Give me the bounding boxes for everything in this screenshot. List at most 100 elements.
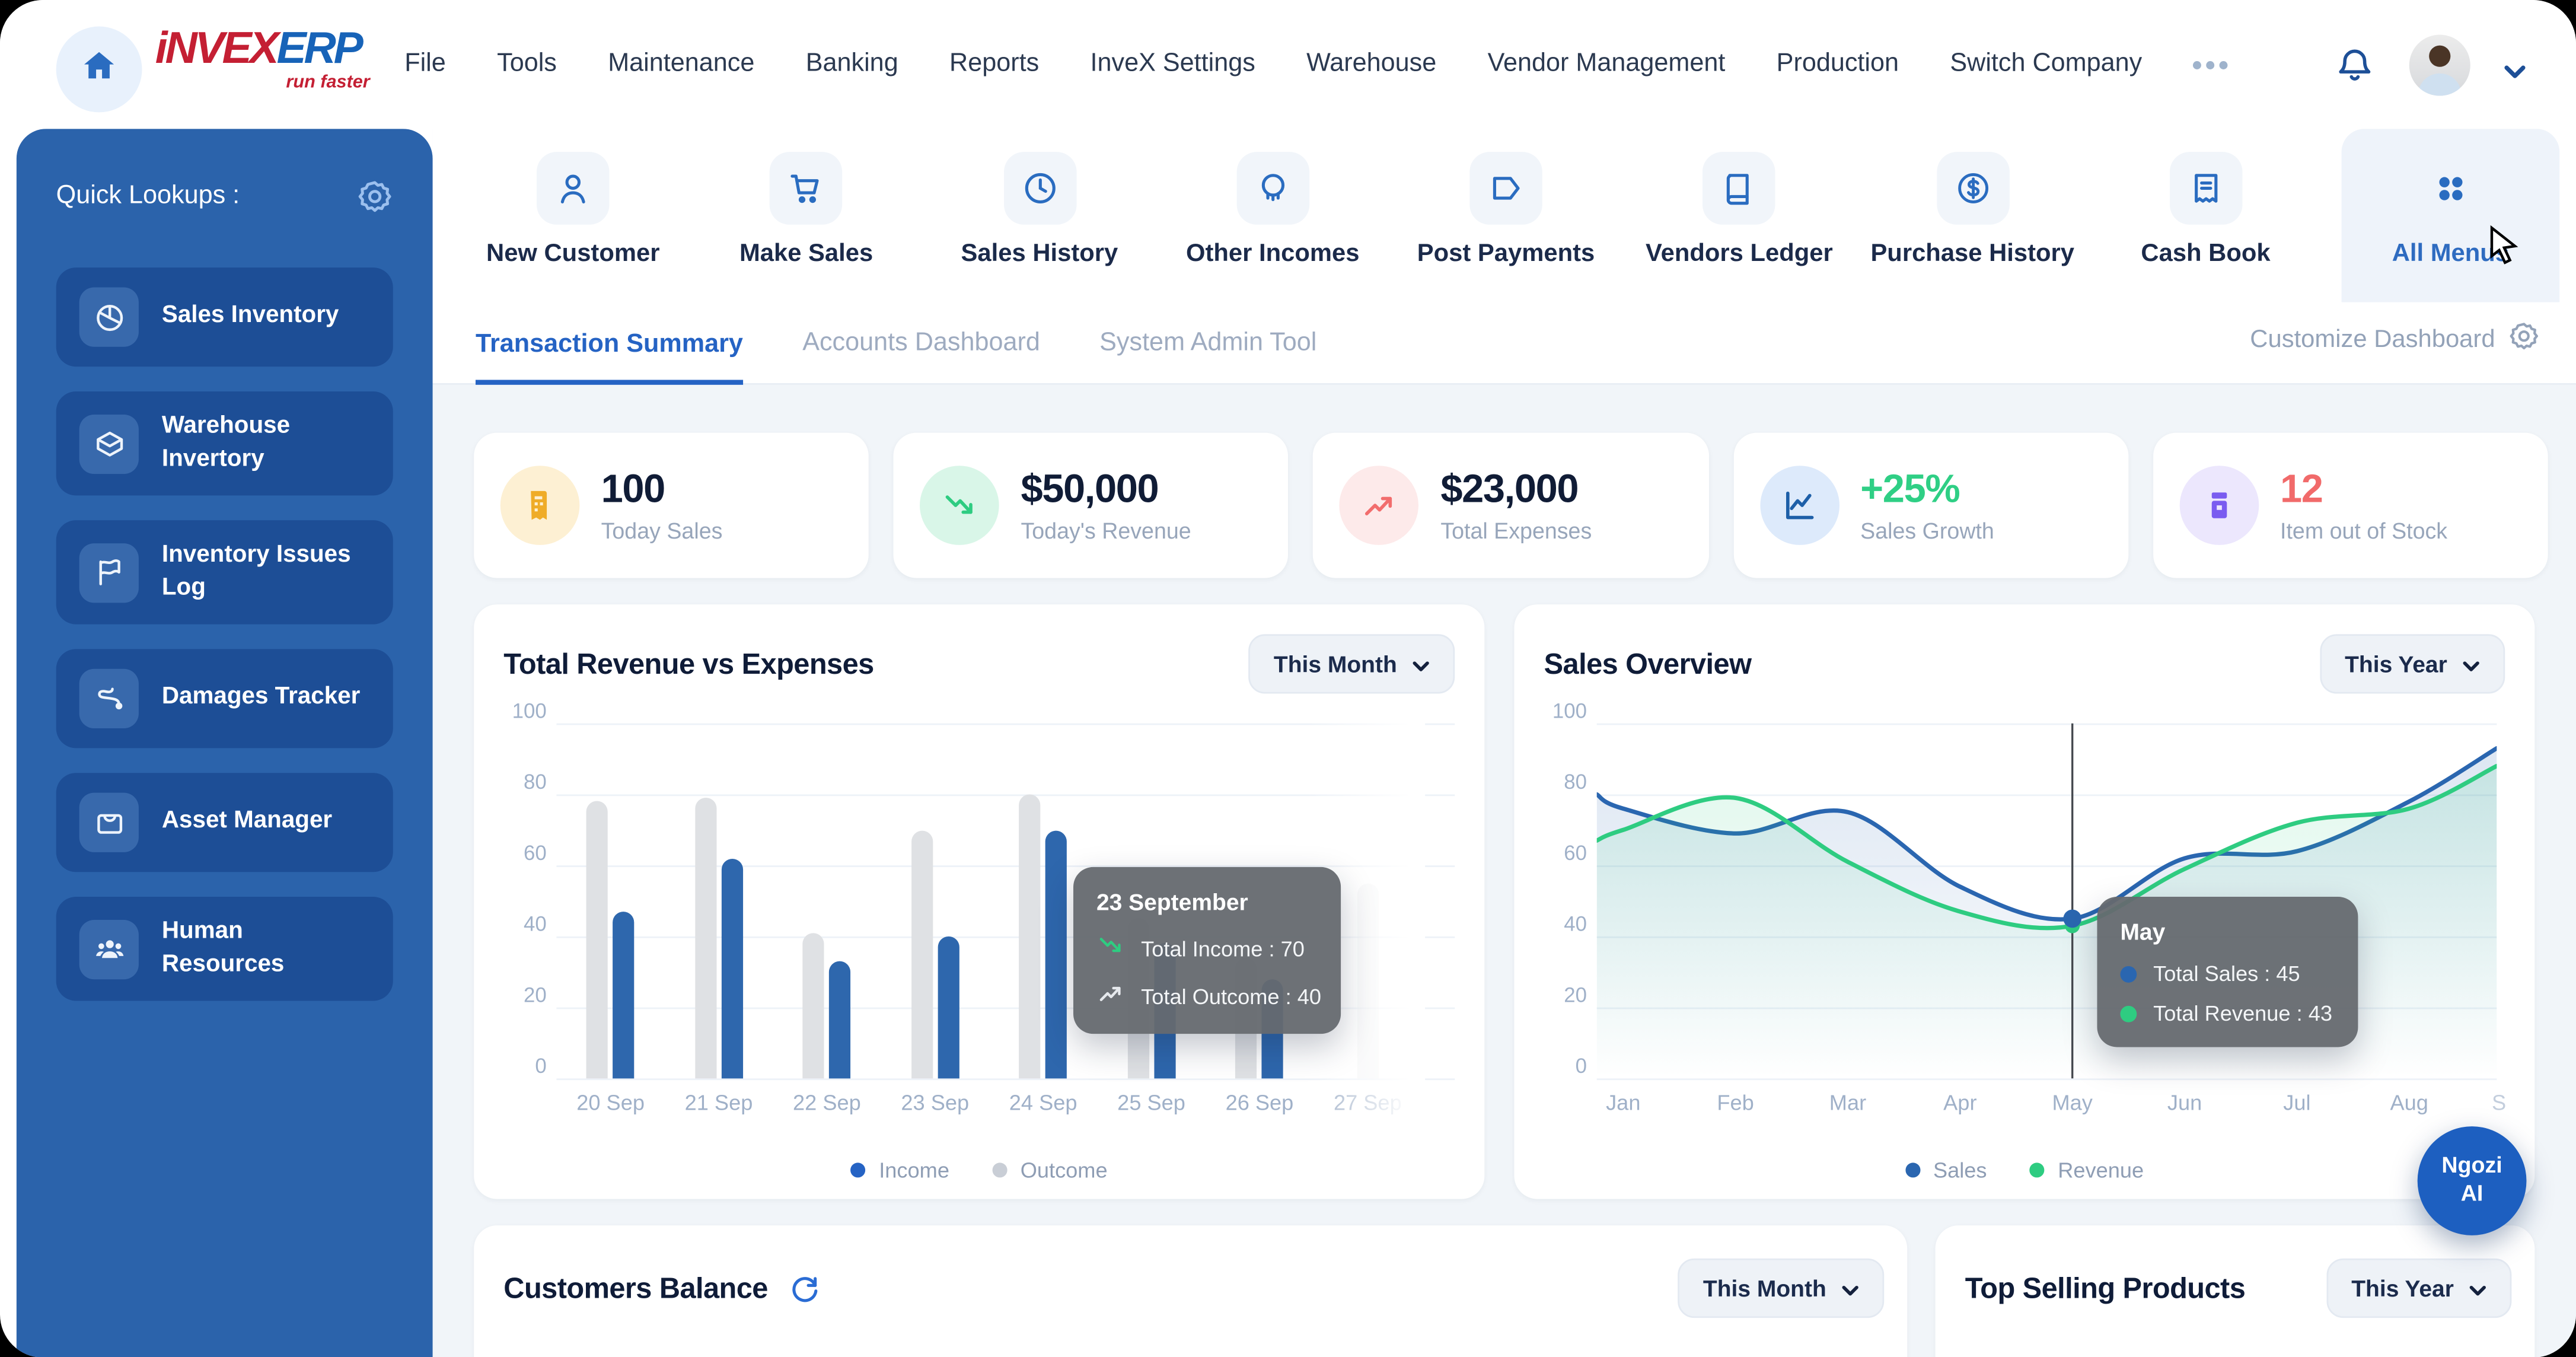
quick-action-all-menus[interactable]: All Menus xyxy=(2341,129,2560,334)
bar-chart-tooltip: 23 September Total Income : 70 Total Outc… xyxy=(1073,867,1341,1034)
gridline xyxy=(1596,1078,2497,1081)
quick-action-purchase-history[interactable]: Purchase History xyxy=(1870,129,2074,302)
x-axis-label: Mar xyxy=(1829,1090,1867,1115)
home-button[interactable] xyxy=(56,26,142,113)
top-products-title: Top Selling Products xyxy=(1965,1270,2246,1304)
customers-balance-card: Customers Balance This Month xyxy=(474,1225,1908,1357)
sales-range-select[interactable]: This Year xyxy=(2320,634,2505,694)
legend-item-income: Income xyxy=(850,1158,949,1183)
sidebar-item-human-resources[interactable]: Human Resources xyxy=(56,897,393,1002)
outcome-bar xyxy=(1019,794,1041,1079)
menu-item-maintenance[interactable]: Maintenance xyxy=(608,49,755,78)
quick-action-cash-book[interactable]: Cash Book xyxy=(2108,129,2303,302)
menu-overflow-ellipsis-icon[interactable] xyxy=(2193,60,2229,69)
gridline xyxy=(556,936,1455,938)
ngozi-ai-button[interactable]: Ngozi AI xyxy=(2417,1126,2527,1235)
sidebar-item-asset-manager[interactable]: Asset Manager xyxy=(56,773,393,872)
quick-action-make-sales[interactable]: Make Sales xyxy=(709,129,904,302)
y-axis-tick: 40 xyxy=(1564,913,1587,936)
quick-action-new-customer[interactable]: New Customer xyxy=(476,129,671,302)
tab-system-admin-tool[interactable]: System Admin Tool xyxy=(1099,329,1317,357)
customers-range-select[interactable]: This Month xyxy=(1678,1258,1885,1318)
stat-label: Sales Growth xyxy=(1860,518,1994,544)
y-axis-tick: 80 xyxy=(1564,770,1587,794)
quick-action-sales-history[interactable]: Sales History xyxy=(942,129,1137,302)
sales-overview-card: Sales Overview This Year 100 80 60 40 20 0 Ja… xyxy=(1514,604,2535,1199)
gridline xyxy=(1596,794,2497,797)
legend-label: Sales xyxy=(1933,1158,1987,1183)
stat-value: $23,000 xyxy=(1440,467,1579,512)
route-icon xyxy=(79,669,139,729)
sidebar-item-warehouse-invertory[interactable]: Warehouse Invertory xyxy=(56,391,393,496)
bar-chart-plot[interactable]: 20 Sep 21 Sep 22 Sep 23 Sep 24 Sep 25 Sep 26 S… xyxy=(556,706,1426,1136)
trend-up-icon xyxy=(1096,979,1124,1012)
sidebar-item-damages-tracker[interactable]: Damages Tracker xyxy=(56,649,393,749)
notifications-bell-icon[interactable] xyxy=(2335,44,2374,84)
tray-icon xyxy=(79,793,139,853)
menu-item-switch-company[interactable]: Switch Company xyxy=(1950,49,2143,78)
revenue-range-value: This Month xyxy=(1273,651,1397,677)
menu-item-production[interactable]: Production xyxy=(1776,49,1899,78)
x-axis-label: 21 Sep xyxy=(684,1090,753,1115)
line-chart-plot[interactable] xyxy=(1596,723,2497,1079)
menu-item-reports[interactable]: Reports xyxy=(949,49,1040,78)
stat-label: Today Sales xyxy=(601,518,723,544)
menu-item-vendor-management[interactable]: Vendor Management xyxy=(1487,49,1726,78)
user-avatar[interactable] xyxy=(2409,34,2470,96)
main-menu: File Tools Maintenance Banking Reports InveX … xyxy=(404,0,2229,129)
stat-card-sales-growth: +25% Sales Growth xyxy=(1733,432,2128,578)
menu-item-banking[interactable]: Banking xyxy=(805,49,898,78)
bar-group-21-sep[interactable] xyxy=(665,724,773,1079)
book-icon xyxy=(1703,152,1776,225)
x-axis-label: May xyxy=(2052,1090,2093,1115)
series-dot xyxy=(2120,1005,2137,1022)
x-axis-label: 27 Sep xyxy=(1333,1090,1402,1115)
refresh-icon[interactable] xyxy=(788,1272,821,1305)
products-range-value: This Year xyxy=(2351,1275,2454,1302)
sales-marker-dot xyxy=(2063,909,2082,928)
stat-value: +25% xyxy=(1860,467,1960,512)
tab-transaction-summary[interactable]: Transaction Summary xyxy=(475,330,743,385)
revenue-range-select[interactable]: This Month xyxy=(1249,634,1455,694)
quick-action-other-incomes[interactable]: Other Incomes xyxy=(1175,129,1370,302)
customers-range-value: This Month xyxy=(1703,1275,1826,1302)
sidebar-gear-icon[interactable] xyxy=(356,179,393,215)
menu-item-tools[interactable]: Tools xyxy=(497,49,557,78)
quick-action-label: Purchase History xyxy=(1870,239,2075,268)
menu-item-invex-settings[interactable]: InveX Settings xyxy=(1090,49,1255,78)
gridline xyxy=(556,794,1455,797)
sidebar-item-inventory-issues-log[interactable]: Inventory Issues Log xyxy=(56,520,393,625)
bar-group-24-sep[interactable] xyxy=(989,724,1097,1079)
stat-card-today-sales: 100 Today Sales xyxy=(474,432,869,578)
legend-label: Income xyxy=(879,1158,949,1183)
menu-item-warehouse[interactable]: Warehouse xyxy=(1306,49,1437,78)
y-axis-tick: 20 xyxy=(523,983,547,1007)
people-icon xyxy=(79,919,139,979)
revenue-line xyxy=(1596,763,2497,931)
tab-accounts-dashboard[interactable]: Accounts Dashboard xyxy=(802,329,1040,357)
quick-action-post-payments[interactable]: Post Payments xyxy=(1408,129,1603,302)
logo-tagline: run faster xyxy=(286,72,370,93)
sales-chart-title: Sales Overview xyxy=(1544,646,1752,680)
tooltip-title: 23 September xyxy=(1096,888,1248,915)
dollar-icon xyxy=(1936,152,2009,225)
tooltip-text: Total Sales : 45 xyxy=(2153,961,2300,986)
income-bar xyxy=(721,858,743,1079)
customize-gear-icon xyxy=(2508,320,2540,358)
bar-group-23-sep[interactable] xyxy=(881,724,989,1079)
quick-action-vendors-ledger[interactable]: Vendors Ledger xyxy=(1642,129,1837,302)
stat-cards-row: 100 Today Sales $50,000 Today's Revenue $23,… xyxy=(474,432,2548,578)
assistant-label-line1: Ngozi xyxy=(2441,1153,2502,1178)
series-dot xyxy=(2120,965,2137,982)
bar-group-22-sep[interactable] xyxy=(773,724,881,1079)
mouse-cursor xyxy=(2490,225,2518,265)
sidebar-item-sales-inventory[interactable]: Sales Inventory xyxy=(56,267,393,367)
sidebar-title: Quick Lookups : xyxy=(56,181,240,210)
bar-group-20-sep[interactable] xyxy=(556,724,664,1079)
menu-item-file[interactable]: File xyxy=(404,49,446,78)
gridline xyxy=(556,865,1455,867)
customize-dashboard-button[interactable]: Customize Dashboard xyxy=(2250,320,2539,383)
user-menu-chevron-down-icon[interactable] xyxy=(2503,58,2526,78)
products-range-select[interactable]: This Year xyxy=(2326,1258,2512,1318)
